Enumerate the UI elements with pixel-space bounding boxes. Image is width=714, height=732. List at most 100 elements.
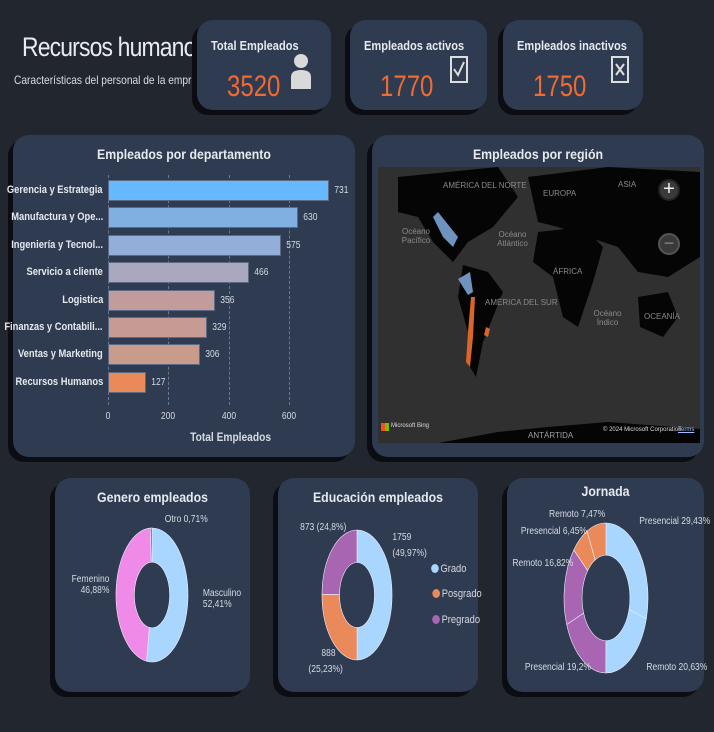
kpi-card-total: Total Empleados 3520 bbox=[197, 20, 331, 110]
slice-label: Masculino 52,41% bbox=[202, 588, 242, 610]
bar[interactable] bbox=[108, 371, 147, 393]
map-brand: Microsoft Bing bbox=[391, 423, 430, 429]
donut-slice[interactable] bbox=[357, 530, 392, 660]
data-label: 630 bbox=[303, 212, 318, 224]
slice-label: Presencial 29,43% bbox=[639, 516, 711, 527]
category-label: Gerencia y Estrategia bbox=[7, 184, 103, 196]
category-label: Recursos Humanos bbox=[15, 375, 103, 388]
zoom-in-button[interactable]: + bbox=[658, 179, 680, 201]
map-canvas[interactable]: AMÉRICA DEL NORTE EUROPA ASIA Océano Pac… bbox=[378, 167, 700, 443]
bar[interactable] bbox=[108, 207, 299, 229]
kpi-card-inactive: Empleados inactivos 1750 bbox=[503, 20, 643, 110]
x-tick-label: 600 bbox=[281, 411, 297, 422]
kpi-value: 1770 bbox=[380, 70, 434, 103]
donut-slice[interactable] bbox=[606, 610, 647, 673]
data-label: 466 bbox=[253, 267, 268, 279]
data-label: 329 bbox=[212, 322, 227, 333]
chart-title: Jornada bbox=[581, 483, 630, 499]
data-label: 356 bbox=[220, 294, 235, 306]
slice-label: Remoto 20,63% bbox=[646, 662, 708, 673]
chart-title: Educación empleados bbox=[312, 489, 444, 505]
kpi-label: Empleados activos bbox=[364, 38, 465, 53]
legend-dot bbox=[431, 564, 439, 573]
map-copyright: © 2024 Microsoft Corporation bbox=[603, 427, 682, 433]
legend-item-grado[interactable]: Grado bbox=[431, 563, 466, 575]
checkbox-checked-icon bbox=[450, 56, 468, 83]
map-label: Océano Pacífico bbox=[401, 227, 431, 245]
bar[interactable] bbox=[108, 289, 216, 311]
zoom-out-button[interactable]: − bbox=[658, 233, 680, 255]
education-donut-card: Educación empleados 1759 (49,97%) 888 (2… bbox=[278, 478, 482, 692]
legend-label: Grado bbox=[440, 563, 467, 575]
checkbox-x-icon bbox=[611, 56, 629, 83]
slice-label: Femenino 46,88% bbox=[71, 574, 110, 596]
bar[interactable] bbox=[108, 234, 282, 256]
category-label: Finanzas y Contabili... bbox=[4, 321, 103, 333]
map-terms-link[interactable]: Terms bbox=[678, 427, 695, 433]
map-label: ANTÁRTIDA bbox=[528, 431, 574, 440]
donut-slice[interactable] bbox=[587, 523, 606, 560]
kpi-card-active: Empleados activos 1770 bbox=[350, 20, 487, 110]
data-label: 127 bbox=[151, 376, 166, 388]
legend-dot bbox=[432, 589, 441, 598]
region-map-card: Empleados por región AMÉRICA DEL NORTE E… bbox=[372, 135, 704, 457]
map-label: ÁFRICA bbox=[553, 267, 583, 276]
department-bar-chart: Empleados por departamento 0 200 400 600 Ger… bbox=[5, 135, 355, 457]
kpi-value: 3520 bbox=[227, 70, 281, 103]
workday-donut-card: Jornada Presencial 29,43% Remoto 20,63% … bbox=[507, 478, 710, 692]
slice-label: 1759 (49,97%) bbox=[392, 532, 427, 559]
x-axis-title: Total Empleados bbox=[190, 430, 272, 444]
map-label: Océano Atlántico bbox=[497, 230, 528, 248]
bar[interactable] bbox=[108, 180, 329, 201]
world-map bbox=[398, 167, 700, 443]
gridline bbox=[228, 175, 230, 405]
donut-slice[interactable] bbox=[147, 528, 188, 662]
legend-item-posgrado[interactable]: Posgrado bbox=[432, 588, 482, 600]
page-title: Recursos humanos bbox=[22, 32, 207, 62]
chart-title: Genero empleados bbox=[97, 489, 208, 505]
slice-label: Remoto 7,47% bbox=[548, 509, 606, 520]
slice-label: Presencial 6,45% bbox=[520, 526, 587, 537]
category-label: Servicio a cliente bbox=[26, 266, 103, 279]
gender-donut bbox=[55, 478, 250, 692]
bar[interactable] bbox=[108, 317, 208, 338]
slice-label: Remoto 16,82% bbox=[512, 558, 574, 569]
data-label: 575 bbox=[286, 239, 301, 251]
slice-label: 873 (24,8%) bbox=[300, 522, 347, 533]
workday-donut bbox=[507, 478, 704, 692]
slice-label: 888 (25,23%) bbox=[308, 648, 343, 675]
donut-slice[interactable] bbox=[116, 528, 151, 661]
map-label: OCEANÍA bbox=[644, 312, 681, 321]
category-label: Logistica bbox=[61, 293, 103, 306]
slice-label: Otro 0,71% bbox=[164, 514, 208, 525]
page-subtitle: Características del personal de la empre… bbox=[14, 73, 208, 87]
category-label: Ventas y Marketing bbox=[18, 348, 103, 361]
bar[interactable] bbox=[108, 262, 249, 284]
slice-label: Presencial 19,2% bbox=[524, 662, 591, 673]
chart-title: Empleados por región bbox=[472, 146, 604, 162]
x-tick-label: 200 bbox=[161, 411, 176, 422]
bar[interactable] bbox=[108, 344, 201, 366]
legend-item-pregrado[interactable]: Pregrado bbox=[432, 614, 480, 626]
data-label: 306 bbox=[205, 349, 220, 361]
x-tick-label: 0 bbox=[105, 411, 111, 422]
category-label: Manufactura y Ope... bbox=[11, 211, 103, 224]
map-label: AMÉRICA DEL SUR bbox=[485, 298, 558, 307]
gender-donut-card: Genero empleados Otro 0,71% Masculino 52… bbox=[55, 478, 250, 692]
chart-title: Empleados por departamento bbox=[97, 146, 271, 162]
data-label: 731 bbox=[333, 185, 348, 196]
map-label: AMÉRICA DEL NORTE bbox=[443, 181, 527, 190]
category-label: Ingeniería y Tecnol... bbox=[11, 238, 103, 251]
legend-label: Posgrado bbox=[441, 588, 482, 600]
legend-label: Pregrado bbox=[441, 614, 481, 626]
donut-slice[interactable] bbox=[606, 523, 648, 619]
kpi-value: 1750 bbox=[533, 70, 587, 103]
legend-dot bbox=[432, 615, 440, 624]
education-donut bbox=[278, 478, 478, 692]
gridline bbox=[289, 175, 290, 405]
donut-slice[interactable] bbox=[322, 530, 357, 595]
kpi-label: Empleados inactivos bbox=[517, 38, 627, 53]
donut-slice[interactable] bbox=[150, 528, 152, 562]
kpi-label: Total Empleados bbox=[211, 38, 299, 53]
x-tick-label: 400 bbox=[221, 411, 236, 422]
